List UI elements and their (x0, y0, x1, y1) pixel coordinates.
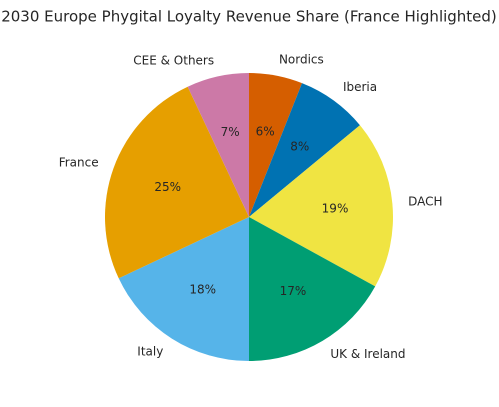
slice-label: Italy (137, 344, 163, 358)
pie-slice (249, 125, 394, 287)
slice-label: CEE & Others (133, 54, 214, 68)
slice-label: France (59, 155, 99, 169)
slice-label: DACH (408, 194, 442, 208)
percent-label: 7% (221, 125, 240, 139)
pie-slice (249, 83, 360, 217)
percent-label: 19% (322, 201, 349, 215)
slice-label: Nordics (279, 52, 324, 66)
chart-title: 2030 Europe Phygital Loyalty Revenue Sha… (1, 8, 497, 26)
percent-label: 6% (256, 125, 275, 139)
pie-slice (249, 217, 376, 361)
pie-slice (249, 73, 303, 217)
slice-label: Iberia (343, 80, 377, 94)
slice-label: UK & Ireland (330, 347, 405, 361)
percent-label: 18% (189, 282, 216, 296)
percent-label: 8% (290, 140, 309, 154)
pie-slice (104, 86, 249, 279)
pie-slice (118, 217, 250, 361)
pie-slice (187, 73, 249, 217)
percent-label: 25% (154, 180, 181, 194)
percent-label: 17% (280, 284, 307, 298)
